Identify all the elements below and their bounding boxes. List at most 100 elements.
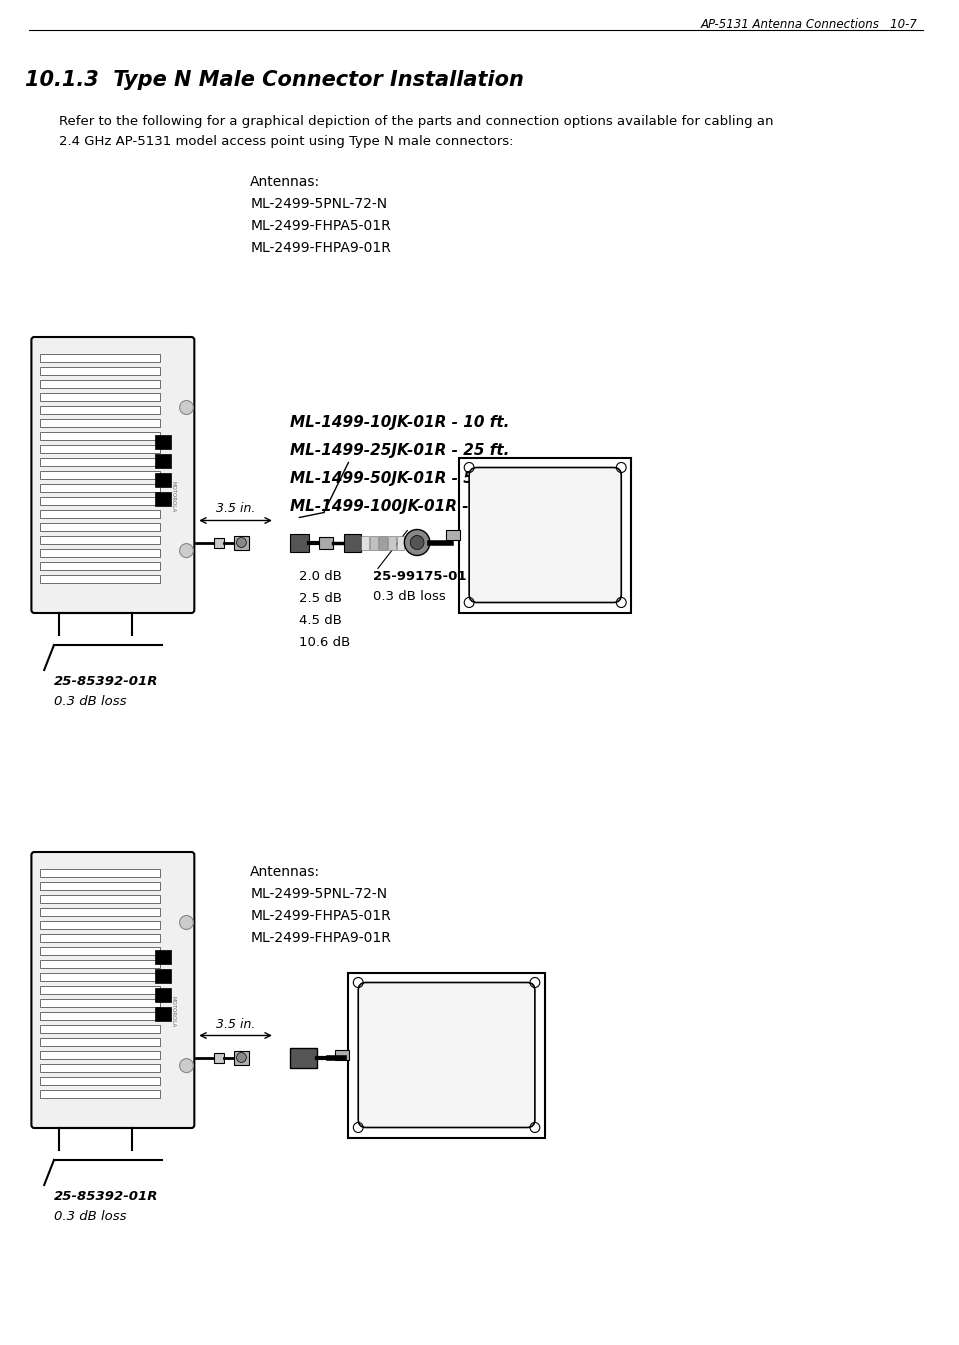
Bar	[214, 1053, 223, 1063]
Bar	[459, 457, 631, 612]
Bar	[40, 921, 159, 929]
Bar	[40, 393, 159, 401]
Bar	[335, 1049, 349, 1060]
Bar	[234, 1050, 249, 1064]
Text: ML-2499-5PNL-72-N: ML-2499-5PNL-72-N	[250, 196, 387, 211]
Text: ML-1499-25JK-01R - 25 ft.: ML-1499-25JK-01R - 25 ft.	[290, 443, 509, 459]
Bar	[40, 576, 159, 582]
Bar	[40, 1077, 159, 1085]
Bar	[40, 986, 159, 994]
Bar	[290, 534, 309, 551]
Bar	[370, 535, 378, 550]
Circle shape	[237, 538, 246, 547]
Text: 10.1.3  Type N Male Connector Installation: 10.1.3 Type N Male Connector Installatio…	[25, 70, 524, 90]
Text: 4.5 dB: 4.5 dB	[299, 615, 342, 628]
Bar	[234, 535, 249, 550]
Text: Antennas:: Antennas:	[250, 865, 320, 880]
Bar	[348, 972, 545, 1138]
Text: ML-1499-50JK-01R - 50 ft.: ML-1499-50JK-01R - 50 ft.	[290, 471, 509, 486]
Bar	[40, 510, 159, 518]
Text: ML-2499-FHPA5-01R: ML-2499-FHPA5-01R	[250, 219, 391, 233]
Bar	[40, 882, 159, 890]
Bar	[396, 535, 405, 550]
Text: ML-2499-FHPA9-01R: ML-2499-FHPA9-01R	[250, 241, 391, 256]
Bar	[40, 960, 159, 968]
Bar	[155, 434, 171, 448]
Bar	[40, 999, 159, 1007]
Circle shape	[179, 543, 194, 558]
Text: 2.0 dB: 2.0 dB	[299, 570, 342, 584]
Text: 10.6 dB: 10.6 dB	[299, 636, 351, 650]
Bar	[40, 908, 159, 916]
Bar	[40, 1025, 159, 1033]
Bar	[446, 530, 460, 539]
Text: ML-2499-FHPA5-01R: ML-2499-FHPA5-01R	[250, 909, 391, 923]
Bar	[290, 1048, 317, 1068]
Text: ML-1499-100JK-01R - 100ft.: ML-1499-100JK-01R - 100ft.	[290, 499, 525, 514]
Bar	[40, 367, 159, 375]
Bar	[40, 972, 159, 981]
Bar	[40, 894, 159, 902]
Bar	[155, 968, 171, 982]
Bar	[40, 1050, 159, 1059]
Bar	[214, 538, 223, 547]
Text: 2.4 GHz AP-5131 model access point using Type N male connectors:: 2.4 GHz AP-5131 model access point using…	[58, 134, 513, 148]
Bar	[40, 933, 159, 942]
Text: ML-2499-5PNL-72-N: ML-2499-5PNL-72-N	[250, 886, 387, 901]
Circle shape	[179, 401, 194, 414]
Bar	[319, 537, 333, 549]
Text: MOTOROLA: MOTOROLA	[170, 482, 175, 512]
Bar	[40, 484, 159, 492]
Bar	[40, 471, 159, 479]
Bar	[387, 535, 395, 550]
Bar	[40, 1064, 159, 1072]
Text: 2.5 dB: 2.5 dB	[299, 593, 342, 605]
Circle shape	[179, 916, 194, 929]
Text: 0.3 dB loss: 0.3 dB loss	[54, 1210, 127, 1223]
Bar	[155, 1006, 171, 1021]
Text: 25-85392-01R: 25-85392-01R	[54, 675, 158, 689]
Text: Antennas:: Antennas:	[250, 175, 320, 190]
Text: Refer to the following for a graphical depiction of the parts and connection opt: Refer to the following for a graphical d…	[58, 116, 773, 128]
Bar	[40, 523, 159, 531]
Bar	[40, 445, 159, 453]
Text: 0.3 dB loss: 0.3 dB loss	[373, 590, 446, 604]
Bar	[40, 549, 159, 557]
Text: 0.3 dB loss: 0.3 dB loss	[54, 695, 127, 707]
Bar	[40, 869, 159, 877]
Bar	[40, 537, 159, 543]
Circle shape	[179, 1059, 194, 1072]
Text: ML-1499-10JK-01R - 10 ft.: ML-1499-10JK-01R - 10 ft.	[290, 416, 509, 430]
Text: 25-85392-01R: 25-85392-01R	[54, 1190, 158, 1202]
Text: AP-5131 Antenna Connections   10-7: AP-5131 Antenna Connections 10-7	[701, 17, 918, 31]
FancyBboxPatch shape	[469, 468, 621, 603]
Bar	[40, 381, 159, 387]
Text: 3.5 in.: 3.5 in.	[216, 503, 255, 515]
Bar	[40, 562, 159, 570]
Bar	[40, 432, 159, 440]
Circle shape	[405, 530, 430, 555]
Bar	[40, 459, 159, 465]
Bar	[155, 950, 171, 963]
Text: ML-2499-FHPA9-01R: ML-2499-FHPA9-01R	[250, 931, 391, 946]
FancyBboxPatch shape	[359, 982, 535, 1127]
FancyBboxPatch shape	[32, 851, 195, 1128]
Circle shape	[237, 1053, 246, 1063]
Text: 25-99175-01: 25-99175-01	[373, 570, 466, 584]
Circle shape	[410, 535, 424, 550]
Bar	[155, 491, 171, 506]
Bar	[379, 535, 386, 550]
Bar	[362, 535, 369, 550]
Bar	[40, 1038, 159, 1046]
Bar	[40, 1089, 159, 1098]
Text: MOTOROLA: MOTOROLA	[170, 997, 175, 1028]
Bar	[40, 354, 159, 362]
Bar	[40, 498, 159, 504]
FancyBboxPatch shape	[32, 338, 195, 613]
Text: 3.5 in.: 3.5 in.	[216, 1018, 255, 1030]
Bar	[343, 534, 362, 551]
Bar	[155, 453, 171, 468]
Bar	[155, 472, 171, 487]
Bar	[40, 420, 159, 426]
Bar	[155, 987, 171, 1002]
